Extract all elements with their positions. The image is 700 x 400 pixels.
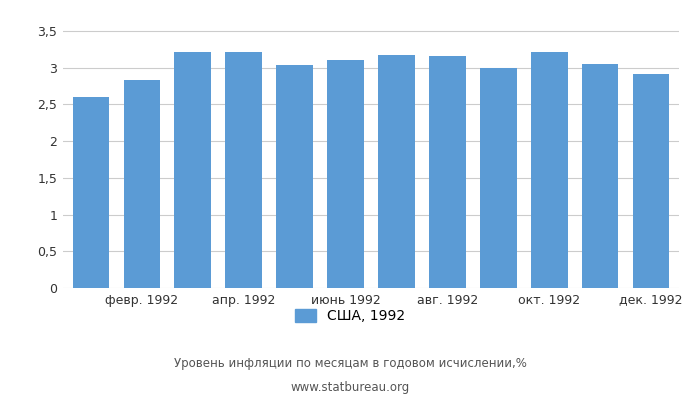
Legend: США, 1992: США, 1992 [295,309,405,323]
Bar [73,97,109,288]
Bar [582,64,618,288]
Bar [276,65,313,288]
Bar [378,54,415,288]
Bar [174,52,211,288]
Bar [327,60,364,288]
Bar [633,74,669,288]
Bar [429,56,466,288]
Text: www.statbureau.org: www.statbureau.org [290,382,410,394]
Text: Уровень инфляции по месяцам в годовом исчислении,%: Уровень инфляции по месяцам в годовом ис… [174,358,526,370]
Bar [480,68,517,288]
Bar [124,80,160,288]
Bar [225,52,262,288]
Bar [531,52,568,288]
